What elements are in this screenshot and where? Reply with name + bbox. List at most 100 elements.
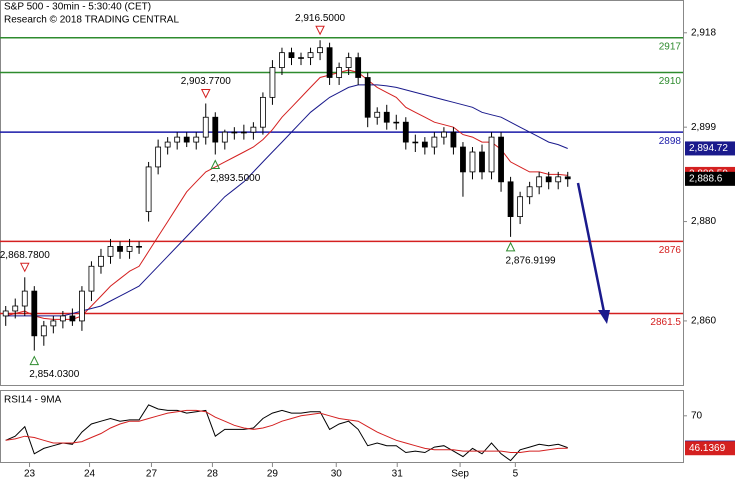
value-badge [685, 171, 735, 186]
candle-body [164, 141, 171, 148]
candle-body [317, 47, 323, 54]
candle-body [498, 136, 504, 183]
moving-average [5, 84, 568, 317]
x-tick-label: 5 [513, 469, 519, 480]
candle-body [564, 176, 571, 180]
candle-body [69, 315, 76, 322]
candle-body [59, 315, 66, 322]
candle-body [421, 141, 428, 148]
annotation-label: 2,903.7700 [181, 76, 231, 87]
candle-body [374, 111, 381, 118]
value-badge-label: 2,894.72 [689, 143, 728, 154]
y-tick-label: 2,918 [691, 27, 716, 38]
high-marker [19, 262, 30, 273]
candle-body [383, 111, 390, 123]
candle-body [12, 305, 19, 312]
candle-body [355, 57, 362, 78]
candle-body [393, 121, 400, 124]
x-tick-label: 24 [84, 469, 96, 480]
candle-body [221, 131, 228, 143]
low-marker [505, 241, 516, 252]
candle-body [31, 290, 38, 337]
low-marker [29, 355, 40, 366]
forecast-arrow [576, 182, 606, 313]
candle-body [260, 96, 266, 128]
candle-body [507, 181, 514, 217]
candle-body [21, 290, 28, 307]
level-label: 2861.5 [650, 317, 681, 328]
candle-body [441, 131, 447, 138]
chart-subtitle: Research © 2018 TRADING CENTRAL [4, 15, 179, 26]
level-label: 2876 [659, 245, 682, 256]
candle-body [479, 151, 485, 173]
x-tick-label: 31 [392, 469, 404, 480]
candle-body [2, 310, 9, 317]
candle-body [288, 52, 295, 59]
candle-body [145, 166, 152, 213]
candle-body [336, 67, 343, 78]
candle-body [183, 136, 190, 143]
candle-body [469, 151, 476, 173]
candle-body [431, 136, 438, 148]
candle-body [402, 121, 409, 143]
candle-body [126, 245, 133, 252]
x-tick-label: 28 [207, 469, 219, 480]
candle-body [545, 176, 552, 183]
annotation-label: 2,868.7800 [0, 250, 50, 261]
annotation-label: 2,876.9199 [506, 256, 556, 267]
candle-body [107, 245, 114, 257]
value-badge-label: 2,888.6 [689, 173, 723, 184]
candle-body [412, 141, 419, 144]
x-tick-label: 29 [267, 469, 279, 480]
x-tick-label: Sep [451, 469, 469, 480]
rsi-line [5, 409, 568, 453]
candle-body [88, 265, 95, 292]
high-marker [315, 25, 325, 36]
annotation-label: 2,893.5000 [210, 173, 260, 184]
rsi-title: RSI14 - 9MA [4, 395, 62, 406]
candle-body [555, 176, 562, 183]
high-marker [200, 88, 211, 99]
price-frame [0, 0, 684, 386]
candle-body [526, 186, 533, 198]
level-label: 2898 [659, 136, 682, 147]
candle-body [364, 77, 371, 118]
candle-body [269, 67, 276, 98]
x-tick-label: 23 [24, 469, 36, 480]
candle-body [212, 116, 219, 143]
value-badge [685, 141, 735, 156]
candle-body [536, 176, 543, 188]
x-tick-label: 30 [331, 469, 343, 480]
candle-body [98, 255, 104, 267]
value-badge-label: 46.1369 [689, 443, 726, 454]
rsi-frame [0, 390, 684, 463]
candle-body [307, 52, 314, 59]
candle-body [240, 131, 247, 134]
candle-body [136, 245, 142, 248]
candle-body [298, 57, 304, 59]
candle-body [345, 57, 352, 68]
candle-body [450, 131, 457, 148]
chart-title: S&P 500 - 30min - 5:30:40 (CET) [4, 2, 151, 13]
candle-body [117, 245, 123, 252]
candle-body [250, 126, 257, 133]
y-tick-label: 2,860 [691, 316, 716, 327]
candle-body [231, 131, 238, 134]
candle-body [279, 52, 285, 68]
low-marker [210, 159, 221, 169]
y-tick-label: 2,880 [691, 216, 716, 227]
candle-body [174, 136, 181, 143]
annotation-label: 2,916.5000 [295, 13, 345, 24]
y-tick-label: 2,899 [691, 122, 716, 133]
candle-body [40, 325, 47, 337]
annotation-label: 2,854.0300 [29, 369, 79, 380]
candle-body [193, 136, 200, 143]
level-label: 2910 [659, 76, 682, 87]
candle-body [326, 47, 333, 78]
candle-body [460, 146, 466, 173]
x-tick-label: 27 [146, 469, 158, 480]
moving-average [5, 69, 568, 320]
candle-body [488, 136, 495, 173]
level-label: 2917 [659, 41, 682, 52]
candle-body [155, 146, 162, 168]
